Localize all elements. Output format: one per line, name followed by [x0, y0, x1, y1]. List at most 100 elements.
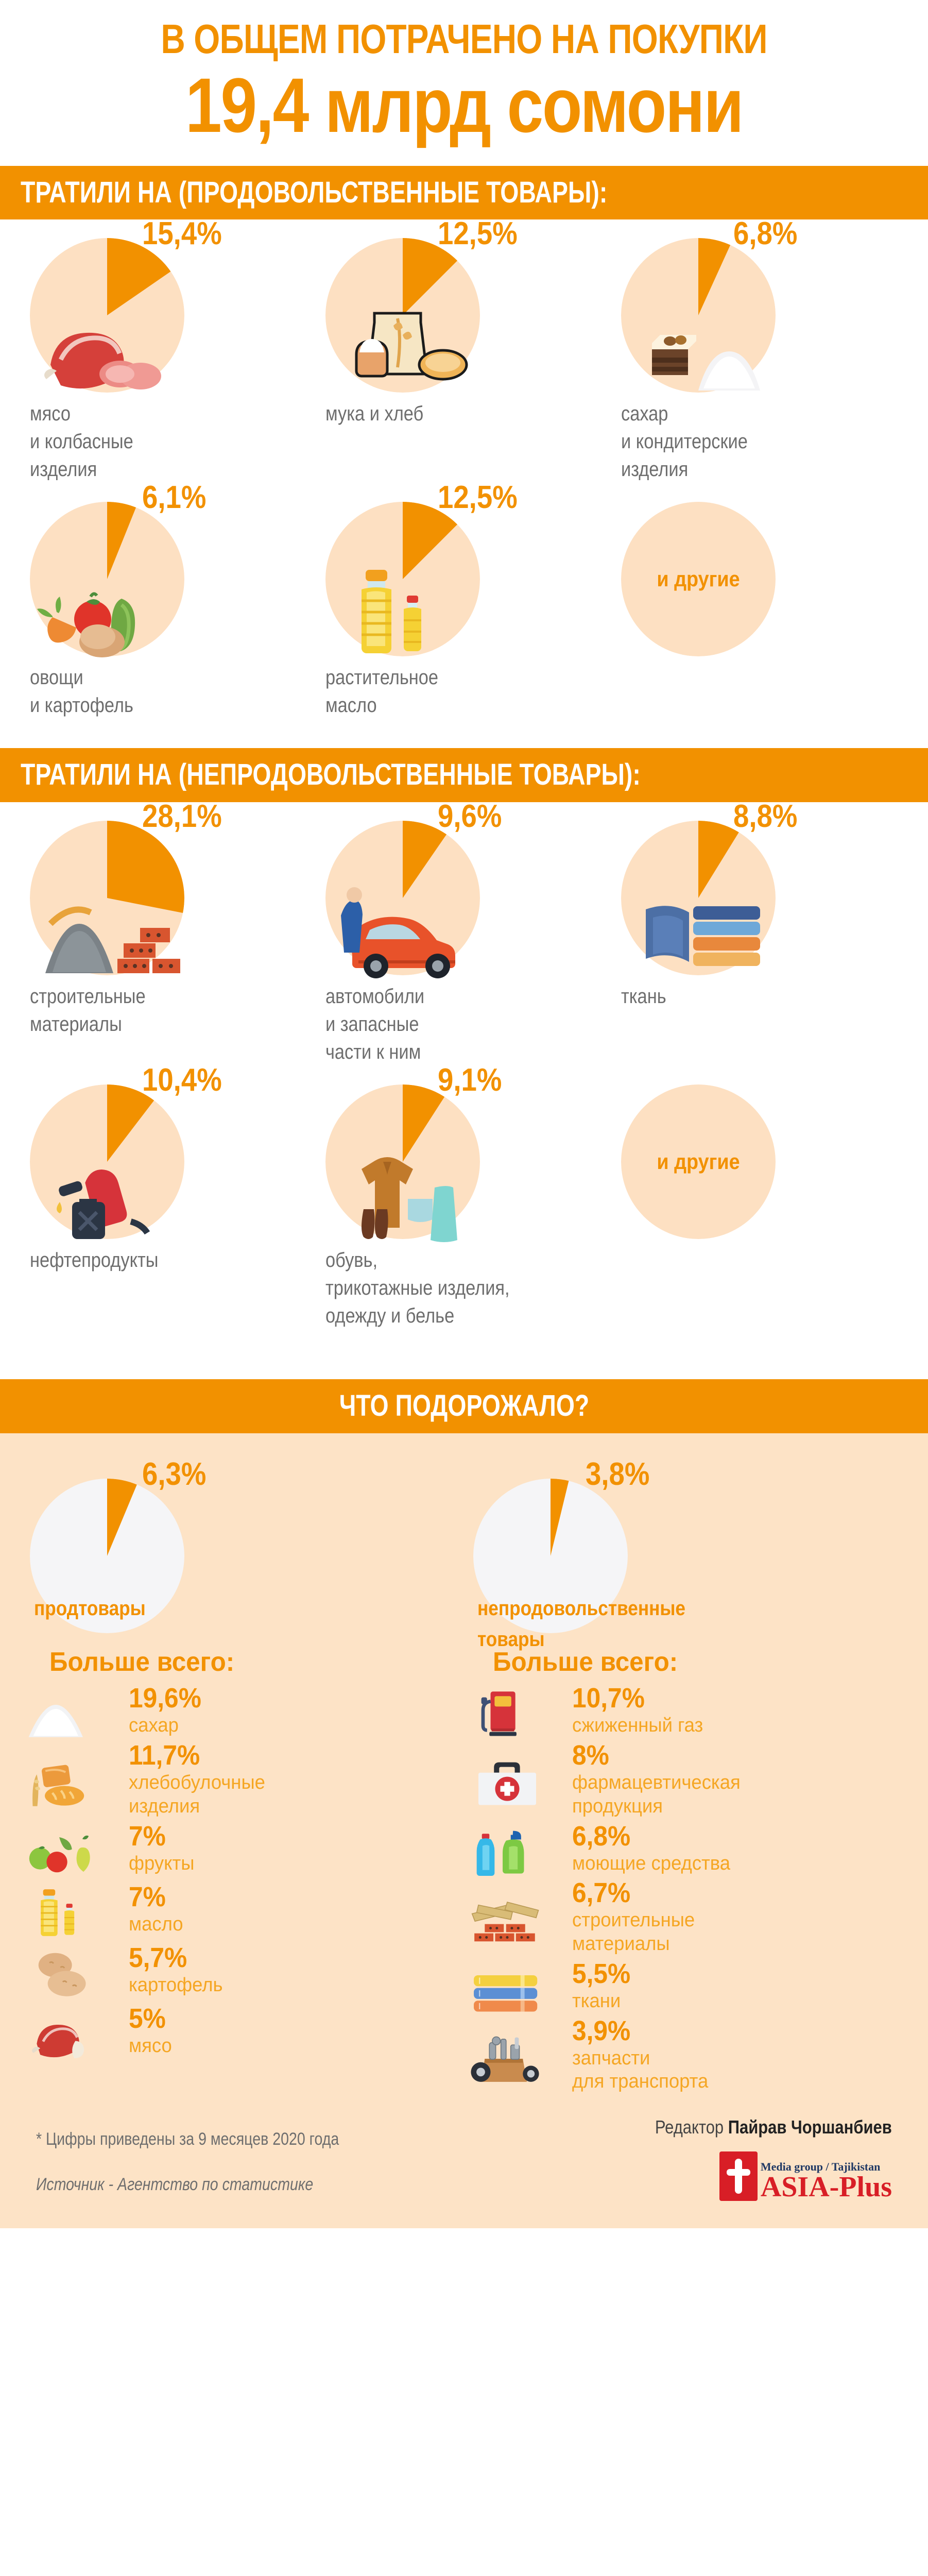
- pie-cell: 6,1% овощи и картофель: [21, 480, 316, 719]
- pie-chart: 6,8%: [621, 216, 797, 393]
- list-item: 6,7% строительные материалы: [464, 1879, 907, 1956]
- pie-chart: 9,1%: [325, 1062, 502, 1243]
- pie-cell: и другие: [612, 483, 907, 719]
- other-label: и другие: [657, 1149, 740, 1174]
- meat-icon: [21, 2001, 129, 2061]
- pie-caption: овощи и картофель: [30, 666, 133, 717]
- sugar-pile-icon: [21, 1681, 129, 1741]
- list-heading-right: Больше всего:: [493, 1647, 678, 1677]
- pie-chart: 28,1%: [30, 799, 222, 976]
- pie-cell: 6,8% сахар и кондитерские изделия: [612, 216, 907, 483]
- list-right: 10,7% сжиженный газ 8% фармацевтическая пр…: [464, 1681, 907, 2094]
- list-item-text: 7% масло: [129, 1883, 464, 1937]
- list-item-percent: 5,5%: [572, 1958, 631, 1989]
- hero-header: В ОБЩЕМ ПОТРАЧЕНО НА ПОКУПКИ 19,4 млрд с…: [0, 0, 928, 151]
- pie-caption: ткань: [621, 985, 666, 1008]
- list-item-text: 5,7% картофель: [129, 1944, 464, 1997]
- pie-percent-label: 12,5%: [438, 480, 518, 516]
- pie-graphic: [325, 821, 480, 976]
- list-item: 8% фармацевтическая продукция: [464, 1741, 907, 1818]
- list-left: 19,6% сахар 11,7% хлебобулочные изделия 7%…: [21, 1681, 464, 2061]
- price-pie-label: непродовольственные товары: [477, 1597, 686, 1651]
- list-item-name: строительные материалы: [572, 1909, 695, 1955]
- prices-lists: Больше всего: 19,6% сахар 11,7% хлебобулоч…: [0, 1633, 928, 2094]
- list-item-percent: 19,6%: [129, 1683, 201, 1714]
- pie-caption: растительное масло: [325, 666, 439, 717]
- pie-cell: и другие: [612, 1066, 907, 1330]
- list-item-text: 10,7% сжиженный газ: [572, 1684, 907, 1738]
- list-item-name: хлебобулочные изделия: [129, 1772, 265, 1817]
- bakery-icon: [21, 1750, 129, 1810]
- pie-chart: 8,8%: [621, 799, 797, 976]
- pie-chart: 15,4%: [30, 216, 222, 393]
- pie-chart: и другие: [621, 1084, 776, 1240]
- pie-graphic: [473, 1479, 628, 1634]
- list-item-percent: 8%: [572, 1740, 609, 1771]
- pie-percent-label: 10,4%: [142, 1062, 222, 1098]
- list-item-name: картофель: [129, 1974, 223, 1996]
- folded-fabric-icon: [464, 1956, 572, 2017]
- pie-graphic: [621, 238, 776, 393]
- hero-title-line1: В ОБЩЕМ ПОТРАЧЕНО НА ПОКУПКИ: [161, 16, 767, 62]
- list-item-name: сахар: [129, 1715, 179, 1737]
- pie-graphic: [621, 821, 776, 976]
- editor-credit: Редактор Пайрав Чоршанбиев: [655, 2116, 892, 2138]
- pie-graphic: [30, 238, 184, 393]
- price-pie-percent: 3,8%: [586, 1456, 650, 1493]
- list-item: 10,7% сжиженный газ: [464, 1681, 907, 1741]
- list-item-name: мясо: [129, 2035, 172, 2057]
- prices-list-right-col: Больше всего: 10,7% сжиженный газ 8% фарма…: [464, 1633, 907, 2094]
- list-item: 11,7% хлебобулочные изделия: [21, 1741, 464, 1818]
- list-item-name: запчасти для транспорта: [572, 2047, 709, 2093]
- price-pie-label: продтовары: [34, 1597, 146, 1620]
- price-pie-cell: 3,8% непродовольственные товары: [464, 1456, 907, 1651]
- list-item-text: 5,5% ткани: [572, 1960, 907, 2013]
- spacer: [0, 1330, 928, 1379]
- list-item: 5,7% картофель: [21, 1940, 464, 2001]
- editor-prefix: Редактор: [655, 2116, 729, 2138]
- pie-grid-food: 15,4% мясо и колбасные изделия 12,5% мука …: [0, 216, 928, 719]
- fruits-icon: [21, 1818, 129, 1879]
- pie-cell: 9,1% обувь, трикотажные изделия, одежду и…: [316, 1062, 612, 1330]
- potato-icon: [21, 1940, 129, 2001]
- pie-caption: автомобили и запасные части к ним: [325, 985, 425, 1064]
- list-item-percent: 6,7%: [572, 1877, 631, 1909]
- list-item: 5,5% ткани: [464, 1956, 907, 2017]
- section-title-nonfood: ТРАТИЛИ НА (НЕПРОДОВОЛЬСТВЕННЫЕ ТОВАРЫ):: [21, 758, 641, 792]
- list-item-text: 3,9% запчасти для транспорта: [572, 2017, 907, 2094]
- list-item-text: 6,7% строительные материалы: [572, 1879, 907, 1956]
- pie-percent-label: 28,1%: [142, 799, 222, 835]
- list-item-percent: 7%: [129, 1881, 166, 1912]
- pie-cell: 9,6% автомобили и запасные части к ним: [316, 799, 612, 1066]
- list-item-text: 8% фармацевтическая продукция: [572, 1741, 907, 1818]
- section-band-prices: ЧТО ПОДОРОЖАЛО?: [0, 1379, 928, 1434]
- footer-source: Источник - Агентство по статистике: [36, 2175, 314, 2195]
- footer-credits: Редактор Пайрав Чоршанбиев Media group /…: [616, 2116, 892, 2201]
- footer-note: * Цифры приведены за 9 месяцев 2020 года: [36, 2129, 339, 2149]
- list-item-percent: 11,7%: [129, 1740, 200, 1771]
- pie-caption: обувь, трикотажные изделия, одежду и бел…: [325, 1249, 510, 1328]
- logo-title: ASIA-Plus: [760, 2171, 892, 2203]
- list-item-text: 19,6% сахар: [129, 1684, 464, 1738]
- list-item-name: фармацевтическая продукция: [572, 1772, 741, 1817]
- list-item-text: 5% мясо: [129, 2005, 464, 2058]
- bricks-wood-icon: [464, 1887, 572, 1948]
- section-band-nonfood: ТРАТИЛИ НА (НЕПРОДОВОЛЬСТВЕННЫЕ ТОВАРЫ):: [0, 748, 928, 803]
- logo-text: Media group / Tajikistan ASIA-Plus: [761, 2160, 892, 2201]
- list-item-percent: 5%: [129, 2003, 166, 2034]
- prices-section: 6,3% продтовары 3,8% непродовольственные т…: [0, 1433, 928, 2228]
- list-item-text: 11,7% хлебобулочные изделия: [129, 1741, 464, 1818]
- pie-percent-label: 12,5%: [438, 216, 518, 252]
- pie-graphic: [621, 1084, 776, 1240]
- asia-plus-mark-icon: [719, 2151, 758, 2201]
- list-item-percent: 7%: [129, 1820, 166, 1852]
- gas-pump-icon: [464, 1681, 572, 1741]
- pie-chart: 12,5%: [325, 480, 518, 657]
- list-item-percent: 3,9%: [572, 2015, 631, 2046]
- pie-cell: 28,1% строительные материалы: [21, 799, 316, 1066]
- footer-notes: * Цифры приведены за 9 месяцев 2020 года…: [36, 2116, 339, 2208]
- list-item-text: 6,8% моющие средства: [572, 1822, 907, 1876]
- list-item-name: моющие средства: [572, 1852, 731, 1874]
- price-pie-chart: 3,8% непродовольственные товары: [473, 1456, 685, 1651]
